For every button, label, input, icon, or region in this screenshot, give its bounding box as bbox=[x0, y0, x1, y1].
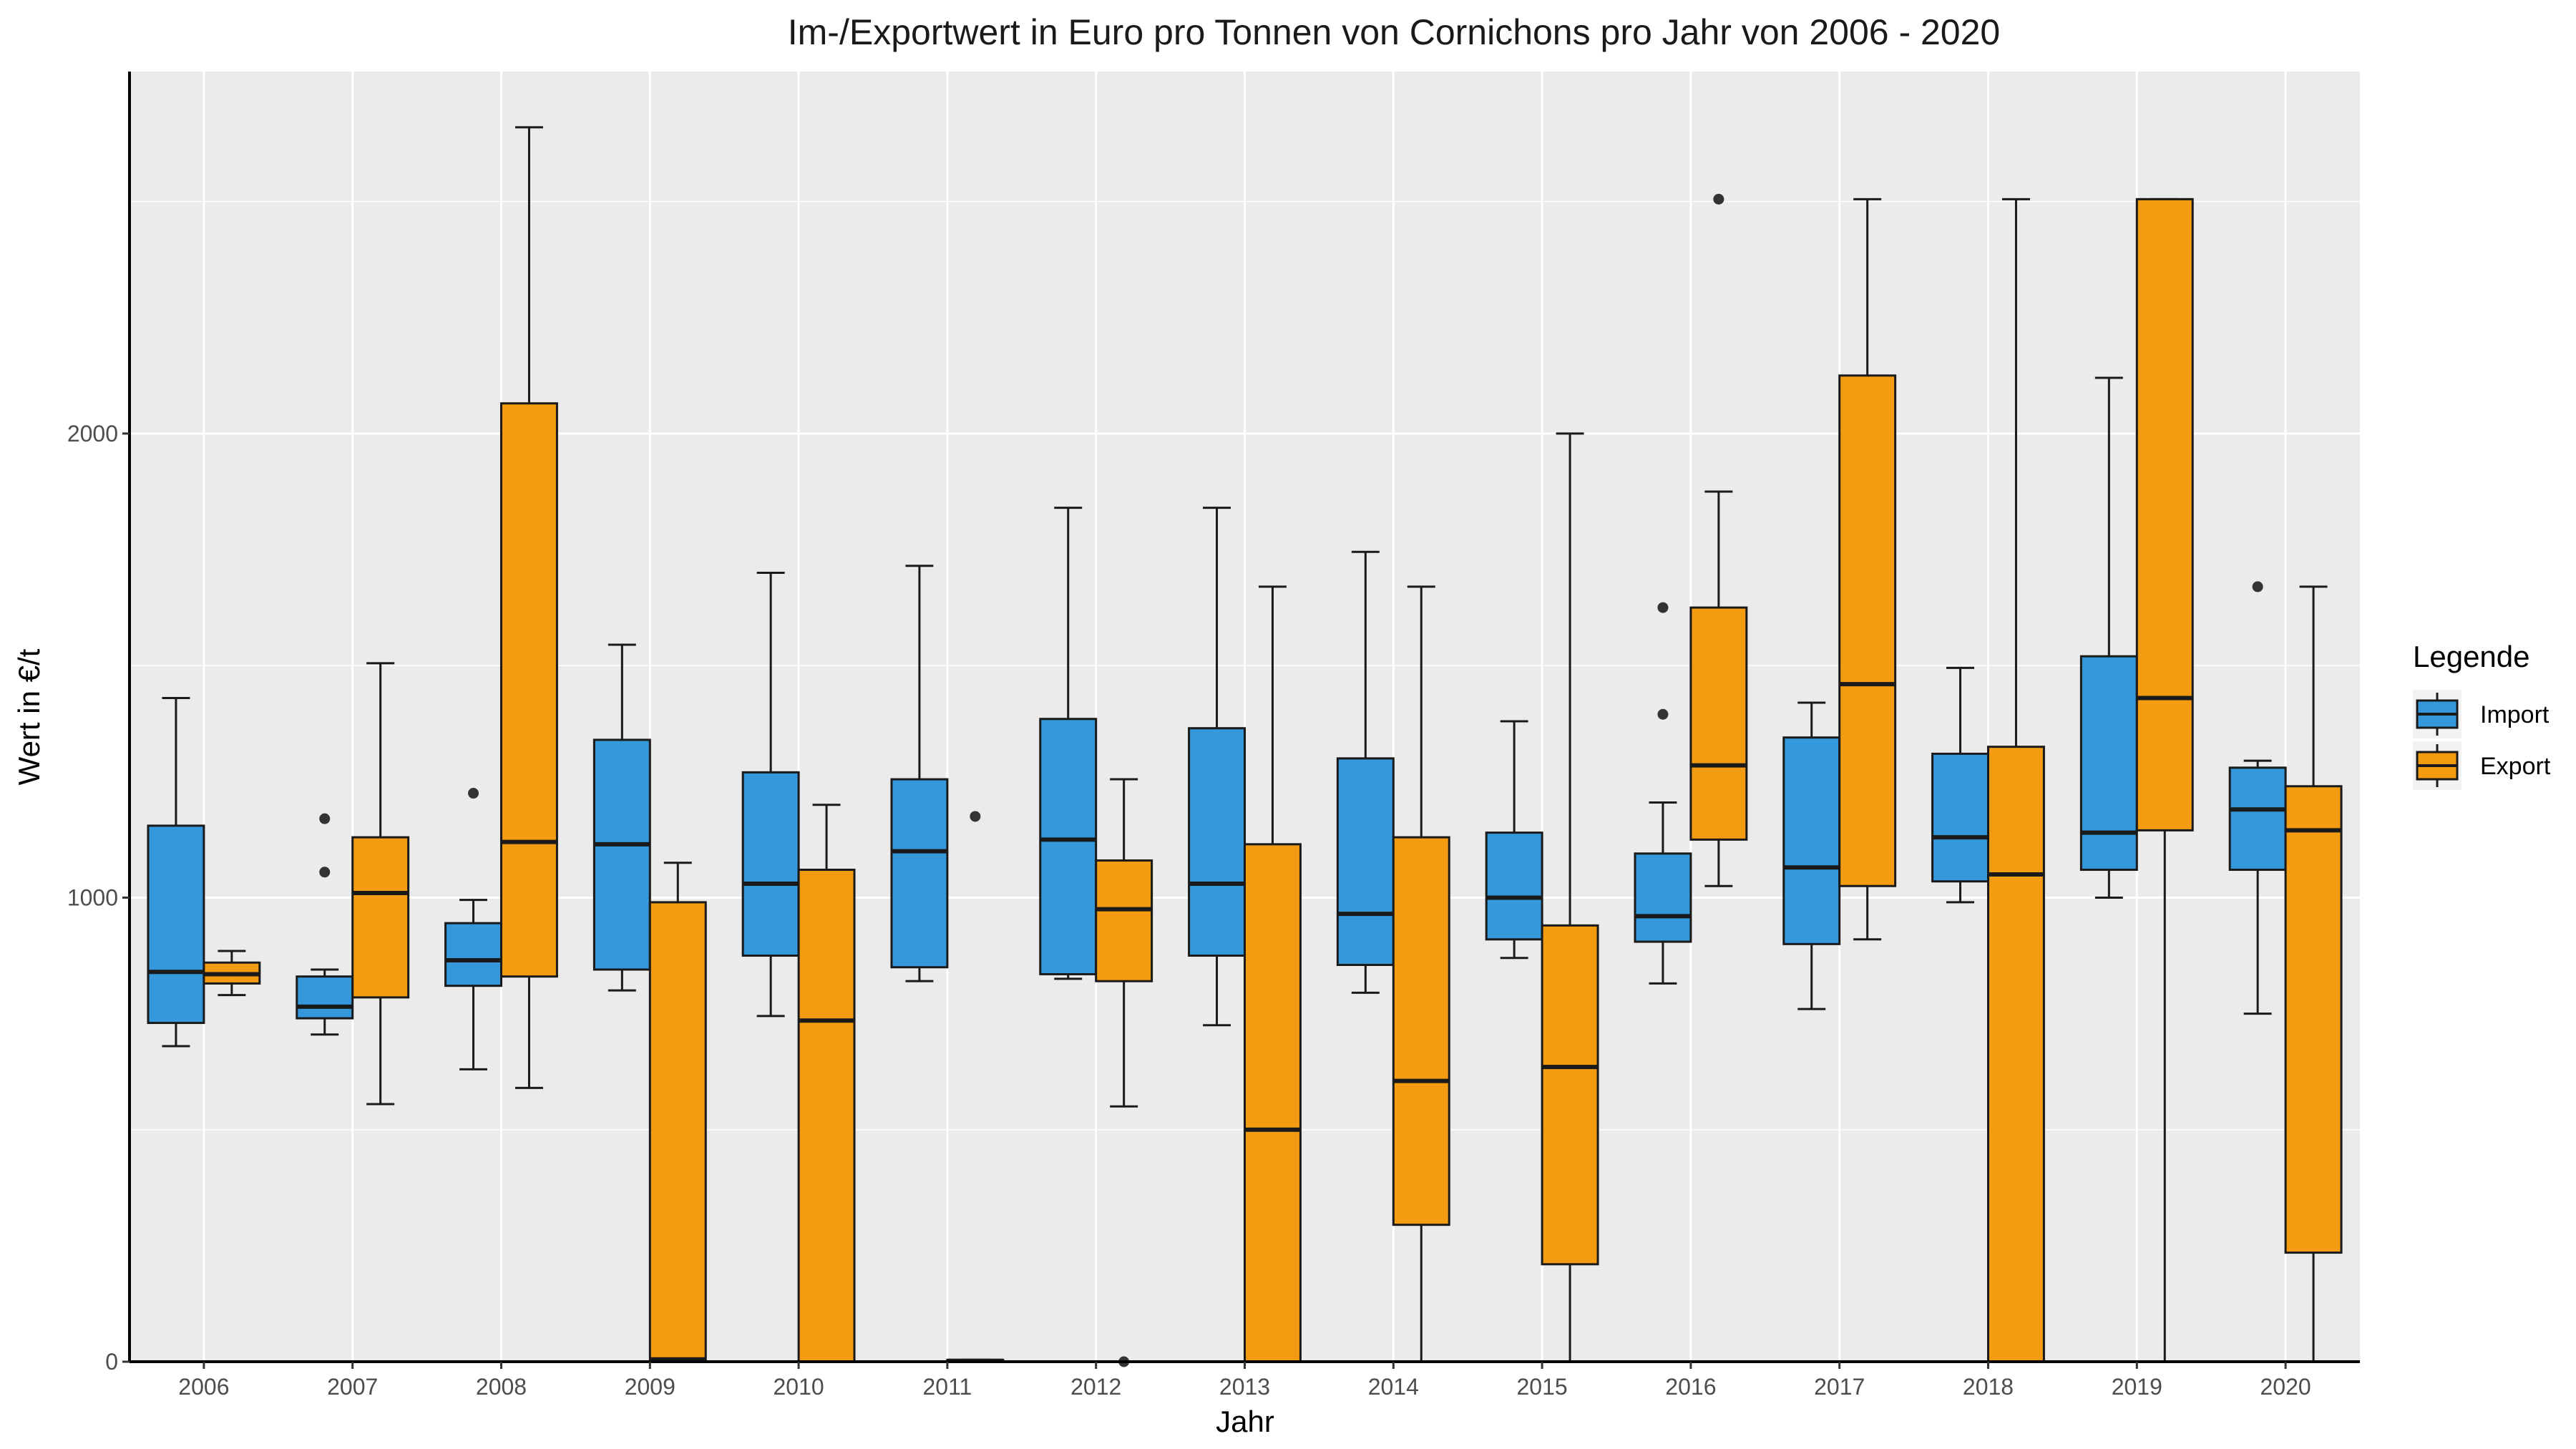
legend-item-import: Import bbox=[2413, 690, 2550, 738]
box-export-2013 bbox=[1244, 585, 1302, 1363]
box-rect bbox=[351, 836, 410, 999]
box-export-2007 bbox=[351, 662, 410, 1106]
outlier-point bbox=[319, 813, 331, 824]
box-import-2014 bbox=[1336, 550, 1395, 994]
box-rect bbox=[1188, 727, 1246, 957]
box-rect bbox=[500, 402, 558, 978]
box-rect bbox=[1244, 843, 1302, 1363]
legend: Legende Import Export bbox=[2413, 640, 2551, 790]
outlier-point bbox=[1713, 193, 1724, 205]
outlier-point bbox=[1657, 602, 1669, 613]
box-import-2016 bbox=[1634, 602, 1692, 985]
box-rect bbox=[1095, 859, 1153, 982]
chart-title: Im-/Exportwert in Euro pro Tonnen von Co… bbox=[788, 12, 2000, 52]
box-export-2019 bbox=[2135, 197, 2194, 1363]
box-import-2017 bbox=[1782, 701, 1841, 1010]
box-import-2010 bbox=[741, 571, 800, 1018]
x-tick-label: 2019 bbox=[2112, 1374, 2162, 1400]
box-rect bbox=[1336, 757, 1395, 966]
x-tick-label: 2007 bbox=[327, 1374, 378, 1400]
box-rect bbox=[592, 738, 651, 971]
outlier-point bbox=[2252, 581, 2263, 592]
box-rect bbox=[1987, 746, 2045, 1363]
box-rect bbox=[1541, 924, 1599, 1266]
x-tick-label: 2008 bbox=[476, 1374, 527, 1400]
box-rect bbox=[797, 869, 856, 1363]
box-export-2010 bbox=[797, 804, 856, 1363]
box-rect bbox=[444, 922, 503, 987]
outlier-point bbox=[970, 811, 981, 822]
x-tick-label: 2017 bbox=[1814, 1374, 1865, 1400]
box-export-2020 bbox=[2284, 585, 2343, 1363]
x-tick-label: 2012 bbox=[1070, 1374, 1121, 1400]
box-import-2013 bbox=[1188, 507, 1246, 1027]
box-export-2008 bbox=[500, 126, 558, 1089]
box-import-2006 bbox=[147, 697, 205, 1048]
legend-item-export: Export bbox=[2413, 741, 2551, 790]
legend-label: Import bbox=[2480, 701, 2550, 728]
box-import-2009 bbox=[592, 643, 651, 992]
box-rect bbox=[1931, 752, 1989, 883]
x-axis-title: Jahr bbox=[1216, 1405, 1274, 1438]
x-tick-label: 2016 bbox=[1665, 1374, 1716, 1400]
axis-ticks: 0 1000 2000 2006 2007 2008 2009 2010 2011 2012 201… bbox=[67, 421, 2311, 1400]
box-rect bbox=[890, 778, 949, 969]
box-rect bbox=[2135, 197, 2194, 831]
x-tick-label: 2018 bbox=[1963, 1374, 2014, 1400]
y-tick-label: 1000 bbox=[67, 884, 118, 910]
outlier-point bbox=[1657, 708, 1669, 720]
box-export-2006 bbox=[203, 950, 261, 997]
box-export-2012 bbox=[1095, 778, 1153, 1367]
y-tick-label: 0 bbox=[105, 1349, 118, 1375]
box-import-2019 bbox=[2079, 376, 2138, 899]
box-rect bbox=[2228, 766, 2287, 872]
outlier-point bbox=[468, 788, 479, 799]
box-export-2018 bbox=[1987, 197, 2045, 1363]
box-layer bbox=[147, 126, 2343, 1367]
box-rect bbox=[1039, 718, 1098, 975]
x-tick-label: 2009 bbox=[625, 1374, 675, 1400]
box-import-2015 bbox=[1485, 720, 1543, 960]
x-tick-label: 2015 bbox=[1517, 1374, 1568, 1400]
legend-label: Export bbox=[2480, 753, 2551, 780]
box-import-2008 bbox=[444, 788, 503, 1070]
box-rect bbox=[741, 771, 800, 957]
x-tick-label: 2020 bbox=[2260, 1374, 2311, 1400]
box-import-2011 bbox=[890, 565, 949, 982]
x-tick-label: 2013 bbox=[1219, 1374, 1270, 1400]
x-tick-label: 2010 bbox=[774, 1374, 824, 1400]
box-export-2009 bbox=[648, 862, 707, 1363]
legend-items: Import Export bbox=[2413, 690, 2551, 790]
box-rect bbox=[147, 824, 205, 1025]
legend-title: Legende bbox=[2413, 640, 2530, 673]
box-rect bbox=[2079, 655, 2138, 872]
box-import-2020 bbox=[2228, 581, 2287, 1015]
y-axis-title: Wert in €/t bbox=[12, 648, 46, 785]
box-rect bbox=[1689, 606, 1748, 841]
box-rect bbox=[1392, 836, 1450, 1226]
box-import-2018 bbox=[1931, 666, 1989, 904]
box-rect bbox=[2284, 785, 2343, 1254]
box-rect bbox=[296, 975, 354, 1020]
box-export-2016 bbox=[1689, 193, 1748, 887]
box-rect bbox=[1782, 736, 1841, 945]
box-rect bbox=[1838, 374, 1897, 887]
x-tick-label: 2006 bbox=[178, 1374, 229, 1400]
box-import-2012 bbox=[1039, 507, 1098, 980]
x-tick-label: 2011 bbox=[922, 1374, 972, 1400]
box-rect bbox=[648, 901, 707, 1363]
y-tick-label: 2000 bbox=[67, 421, 118, 447]
box-export-2017 bbox=[1838, 197, 1897, 941]
box-export-2015 bbox=[1541, 432, 1599, 1363]
x-tick-label: 2014 bbox=[1368, 1374, 1419, 1400]
box-rect bbox=[1485, 831, 1543, 941]
outlier-point bbox=[319, 867, 331, 878]
box-rect bbox=[1634, 852, 1692, 943]
